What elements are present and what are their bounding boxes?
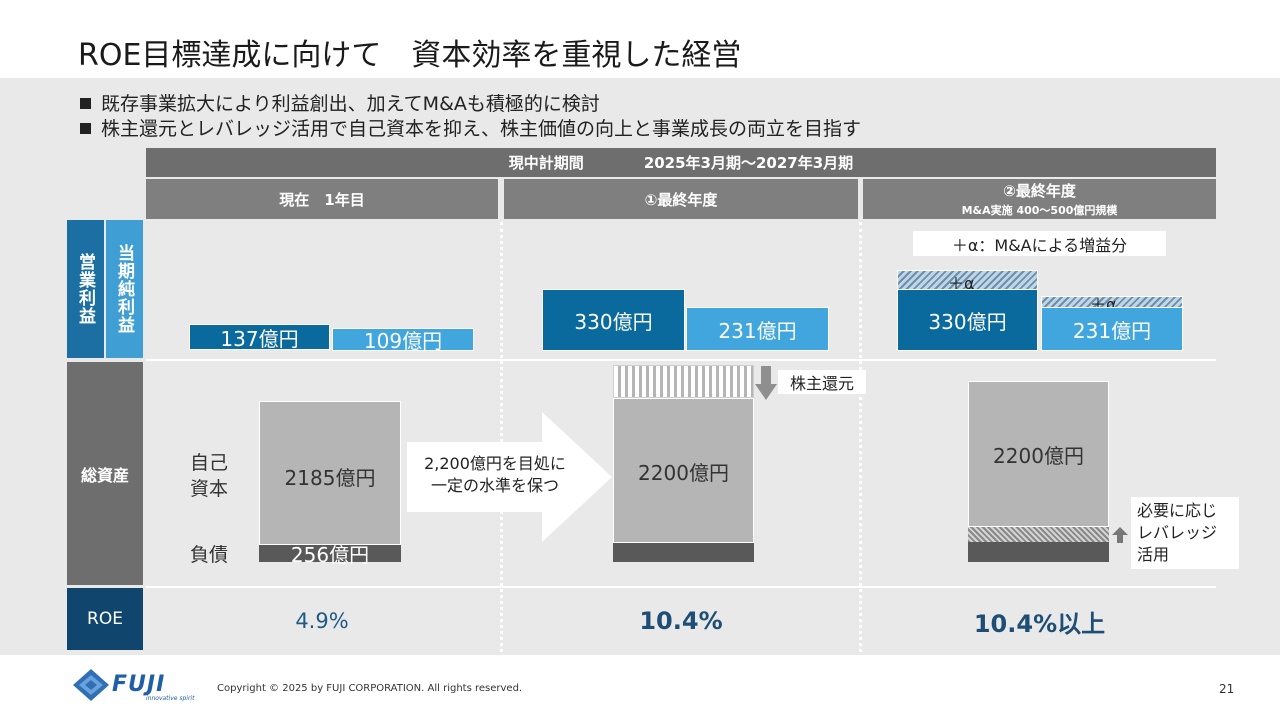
period-header: 現中計期間 2025年3月期～2027年3月期 — [146, 148, 1216, 177]
equity-box-final-1: 2200億円 — [613, 398, 754, 543]
debt-box-final-2 — [968, 542, 1109, 562]
bar-net-profit-final-2: 231億円 — [1041, 307, 1183, 351]
bar-operating-profit-final-2: 330億円 — [897, 289, 1038, 351]
equity-box-final-2: 2200億円 — [968, 381, 1109, 527]
debt-box-current: 256億円 — [259, 543, 401, 567]
row-label-net-profit: 当期純利益 — [106, 220, 143, 358]
debt-box-final-1 — [613, 543, 754, 562]
bar-net-profit-final-1: 231億円 — [686, 307, 829, 351]
fuji-logo: FUJI innovative spirit — [72, 668, 202, 704]
arrow-text: 2,200億円を目処に 一定の水準を保つ — [424, 454, 566, 495]
logo-mark-icon — [73, 669, 109, 701]
row-label-operating-profit: 営業利益 — [67, 220, 104, 358]
roe-final-1: 10.4% — [639, 607, 723, 635]
column-header-final-2-sub: M&A実施 400～500億円規模 — [961, 204, 1118, 217]
bar-operating-profit-final-1: 330億円 — [542, 289, 685, 351]
column-header-current: 現在 1年目 — [146, 179, 498, 219]
bar-operating-profit-current: 137億円 — [189, 324, 330, 351]
row-label-total-assets: 総資産 — [67, 362, 143, 585]
leverage-block — [968, 527, 1109, 542]
column-header-current-label: 現在 1年目 — [279, 190, 365, 209]
right-arrow-icon — [407, 412, 612, 542]
copyright-text: Copyright © 2025 by FUJI CORPORATION. Al… — [217, 683, 523, 694]
shareholder-return-label: 株主還元 — [778, 370, 866, 394]
down-arrow-icon — [755, 366, 777, 400]
leverage-note: 必要に応じ レバレッジ 活用 — [1131, 497, 1239, 569]
bullet-1-text: 既存事業拡大により利益創出、加えてM&Aも積極的に検討 — [101, 93, 600, 115]
equity-box-current: 2185億円 — [259, 401, 401, 545]
bullet-square-icon — [80, 98, 91, 109]
debt-label: 負債 — [190, 544, 229, 566]
column-divider — [500, 222, 503, 652]
row-divider — [146, 586, 1216, 588]
bullet-2-text: 株主還元とレバレッジ活用で自己資本を抑え、株主価値の向上と事業成長の両立を目指す — [101, 118, 862, 140]
column-divider — [859, 222, 862, 652]
slide-title: ROE目標達成に向けて 資本効率を重視した経営 — [78, 38, 742, 73]
bullet-square-icon — [80, 123, 91, 134]
alpha-label-operating: ＋α — [948, 274, 975, 293]
logo-text: FUJI — [112, 672, 166, 697]
row-label-roe: ROE — [67, 588, 143, 650]
bar-net-profit-current: 109億円 — [332, 328, 474, 353]
equity-label: 自己 資本 — [190, 452, 229, 500]
shareholder-return-block — [613, 365, 754, 398]
logo-tagline: innovative spirit — [146, 695, 195, 702]
column-header-final-1: ①最終年度 — [504, 179, 858, 219]
page-number: 21 — [1219, 682, 1235, 696]
alpha-note: ＋α：M&Aによる増益分 — [913, 231, 1166, 256]
bullet-1: 既存事業拡大により利益創出、加えてM&Aも積極的に検討 — [80, 89, 600, 116]
bullet-2: 株主還元とレバレッジ活用で自己資本を抑え、株主価値の向上と事業成長の両立を目指す — [80, 114, 861, 141]
period-range: 2025年3月期～2027年3月期 — [643, 154, 854, 172]
column-header-final-2-label: ②最終年度 — [1003, 182, 1076, 200]
roe-current: 4.9% — [295, 609, 349, 633]
roe-final-2: 10.4%以上 — [973, 609, 1106, 638]
column-header-final-1-label: ①最終年度 — [644, 190, 718, 209]
column-header-final-2: ②最終年度 M&A実施 400～500億円規模 — [863, 179, 1216, 219]
period-label: 現中計期間 — [508, 154, 584, 172]
row-divider — [146, 359, 1216, 361]
up-arrow-icon — [1112, 527, 1128, 543]
